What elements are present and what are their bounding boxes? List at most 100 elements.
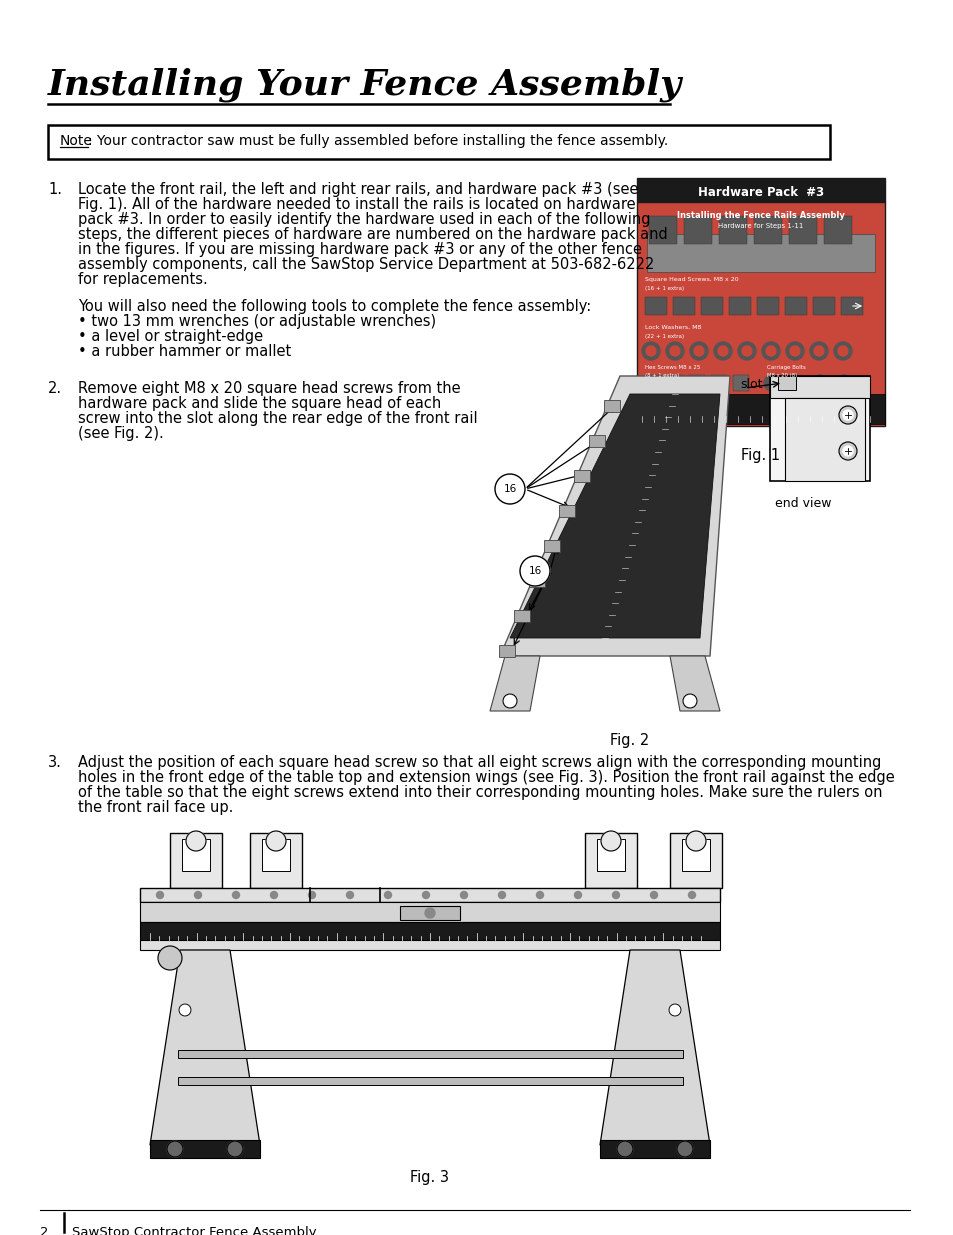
Text: the front rail face up.: the front rail face up.: [78, 800, 233, 815]
Text: screw into the slot along the rear edge of the front rail: screw into the slot along the rear edge …: [78, 411, 477, 426]
Circle shape: [227, 1141, 243, 1157]
Bar: [710, 375, 726, 391]
Text: 16: 16: [503, 484, 517, 494]
Bar: [719, 216, 746, 245]
Circle shape: [693, 346, 703, 356]
Text: Installing the Fence Rails Assembly: Installing the Fence Rails Assembly: [677, 211, 844, 221]
Bar: [732, 375, 748, 391]
Text: steps, the different pieces of hardware are numbered on the hardware pack and: steps, the different pieces of hardware …: [78, 227, 667, 242]
Bar: [681, 839, 709, 871]
Circle shape: [835, 375, 851, 391]
Circle shape: [194, 892, 201, 899]
Bar: [637, 394, 884, 424]
Bar: [558, 505, 575, 516]
Bar: [669, 832, 721, 888]
Bar: [688, 375, 704, 391]
Text: Fig. 3: Fig. 3: [410, 1170, 449, 1186]
Circle shape: [713, 342, 731, 359]
Text: You will also need the following tools to complete the fence assembly:: You will also need the following tools t…: [78, 299, 591, 314]
Bar: [784, 398, 864, 480]
Circle shape: [502, 694, 517, 708]
Text: : Your contractor saw must be fully assembled before installing the fence assemb: : Your contractor saw must be fully asse…: [88, 135, 667, 148]
Text: pack #3. In order to easily identify the hardware used in each of the following: pack #3. In order to easily identify the…: [78, 212, 650, 227]
Text: Hex Screws M8 x 25: Hex Screws M8 x 25: [644, 366, 700, 370]
Circle shape: [495, 474, 524, 504]
Circle shape: [718, 346, 727, 356]
Bar: [574, 469, 590, 482]
Circle shape: [688, 892, 695, 899]
Circle shape: [271, 892, 277, 899]
Bar: [150, 1140, 260, 1158]
Text: M8 x 20 (8): M8 x 20 (8): [766, 373, 797, 378]
Text: for replacements.: for replacements.: [78, 272, 208, 287]
Circle shape: [811, 375, 827, 391]
Circle shape: [536, 892, 543, 899]
Bar: [769, 375, 869, 398]
Circle shape: [785, 342, 803, 359]
Circle shape: [617, 1141, 633, 1157]
Circle shape: [682, 694, 697, 708]
Bar: [589, 435, 605, 447]
Circle shape: [641, 342, 659, 359]
Bar: [646, 233, 874, 272]
Circle shape: [789, 346, 800, 356]
Bar: [178, 1050, 682, 1058]
Circle shape: [186, 831, 206, 851]
Text: 2: 2: [40, 1226, 49, 1235]
Text: Lock Washers, M8: Lock Washers, M8: [644, 325, 700, 330]
Text: end view: end view: [774, 496, 831, 510]
Text: Note: Note: [60, 135, 92, 148]
Circle shape: [677, 1141, 692, 1157]
Circle shape: [574, 892, 581, 899]
Text: holes in the front edge of the table top and extension wings (see Fig. 3). Posit: holes in the front edge of the table top…: [78, 769, 894, 785]
Bar: [644, 296, 666, 315]
Polygon shape: [490, 656, 539, 711]
Bar: [788, 216, 816, 245]
Circle shape: [665, 342, 683, 359]
Bar: [812, 296, 834, 315]
Circle shape: [600, 831, 620, 851]
Bar: [399, 906, 459, 920]
Bar: [597, 839, 624, 871]
Bar: [823, 216, 851, 245]
Bar: [637, 178, 884, 203]
Circle shape: [519, 556, 550, 585]
Text: 2.: 2.: [48, 382, 62, 396]
Text: (see Fig. 2).: (see Fig. 2).: [78, 426, 164, 441]
Circle shape: [668, 1004, 680, 1016]
Circle shape: [156, 892, 163, 899]
Bar: [140, 888, 720, 902]
Circle shape: [809, 342, 827, 359]
Bar: [544, 540, 560, 552]
Bar: [178, 1077, 682, 1086]
Circle shape: [233, 892, 239, 899]
Bar: [140, 902, 720, 923]
Circle shape: [689, 342, 707, 359]
Circle shape: [179, 1004, 191, 1016]
Circle shape: [838, 442, 856, 459]
Circle shape: [645, 346, 656, 356]
Bar: [599, 1140, 709, 1158]
Circle shape: [813, 346, 823, 356]
Text: Remove eight M8 x 20 square head screws from the: Remove eight M8 x 20 square head screws …: [78, 382, 460, 396]
Text: (8 + 1 extra): (8 + 1 extra): [644, 373, 679, 378]
Bar: [648, 216, 677, 245]
Text: 16: 16: [528, 566, 541, 576]
Bar: [769, 375, 869, 480]
Circle shape: [738, 342, 755, 359]
Circle shape: [837, 346, 847, 356]
Bar: [784, 296, 806, 315]
Circle shape: [763, 375, 780, 391]
Text: Hardware for Steps 1-11: Hardware for Steps 1-11: [718, 224, 802, 228]
Circle shape: [765, 346, 775, 356]
Text: • two 13 mm wrenches (or adjustable wrenches): • two 13 mm wrenches (or adjustable wren…: [78, 314, 436, 329]
Circle shape: [842, 410, 852, 420]
Circle shape: [384, 892, 391, 899]
Text: assembly components, call the SawStop Service Department at 503-682-6222: assembly components, call the SawStop Se…: [78, 257, 654, 272]
Text: Square Head Screws, M8 x 20: Square Head Screws, M8 x 20: [644, 277, 738, 282]
Bar: [529, 574, 545, 587]
Bar: [841, 296, 862, 315]
Text: 1.: 1.: [48, 182, 62, 198]
Text: • a rubber hammer or mallet: • a rubber hammer or mallet: [78, 345, 291, 359]
Bar: [250, 832, 302, 888]
